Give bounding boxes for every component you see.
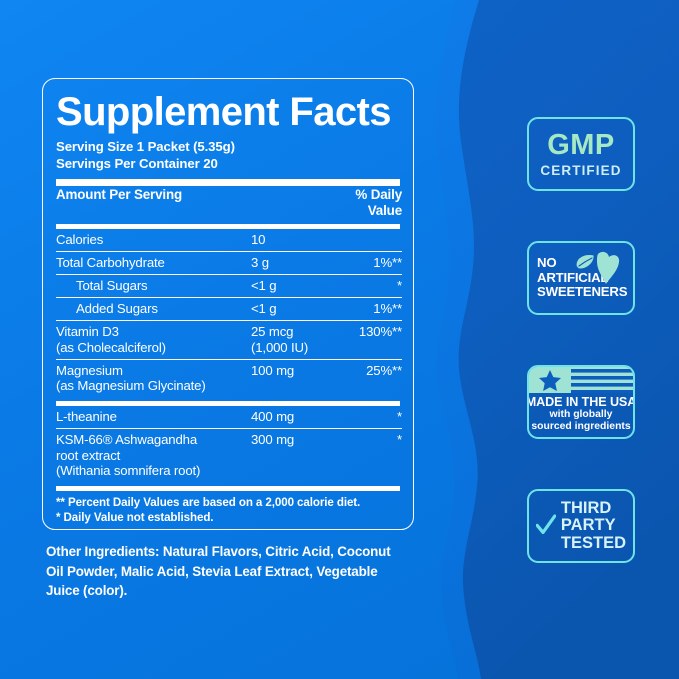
nutrient-dv: 1%**	[346, 297, 402, 321]
nutrient-name: Vitamin D3	[56, 324, 119, 339]
table-header-row: Amount Per Serving % Daily Value	[56, 186, 402, 220]
page-title: Supplement Facts	[56, 90, 392, 134]
footnote-daily-values: ** Percent Daily Values are based on a 2…	[56, 496, 361, 509]
rule-thick-top	[56, 179, 400, 186]
checkmark-icon	[536, 514, 556, 535]
tpt-line-2: PARTY	[560, 516, 616, 535]
nutrient-amount: 25 mcg	[251, 324, 294, 339]
servings-per-container: Servings Per Container 20	[56, 156, 218, 171]
nutrient-amount: <1 g	[251, 274, 346, 298]
nutrient-name-cont: root extract	[56, 447, 121, 463]
nutrient-source: (Withania somnifera root)	[56, 463, 201, 478]
gmp-label: GMP	[547, 128, 615, 161]
tpt-line-3: TESTED	[560, 533, 626, 552]
usa-flag-icon	[529, 367, 633, 393]
wave-main	[458, 0, 679, 679]
nutrient-amount: 3 g	[251, 251, 346, 275]
nutrient-name: Added Sugars	[56, 297, 251, 321]
table-row: L-theanine 400 mg *	[56, 406, 402, 429]
nutrient-dv: *	[346, 274, 402, 298]
nutrient-amount: 10	[251, 232, 266, 247]
table-row: Calories 10	[56, 229, 402, 252]
nutrient-dv: 1%**	[346, 251, 402, 275]
nutrient-amount-alt: (1,000 IU)	[251, 339, 309, 355]
nutrient-dv: *	[346, 428, 402, 482]
usa-sub-label-2: sourced ingredients	[531, 421, 631, 432]
table-row: Total Sugars <1 g *	[56, 274, 402, 298]
usa-flag-svg	[529, 367, 633, 393]
nutrient-name: KSM-66® Ashwagandha	[56, 432, 198, 447]
nutrition-table-header: Amount Per Serving % Daily Value	[56, 186, 402, 220]
table-row: Added Sugars <1 g 1%**	[56, 297, 402, 321]
nutrient-amount: 400 mg	[251, 409, 295, 424]
nutrient-source: (as Cholecalciferol)	[56, 339, 166, 355]
badge-made-in-usa: MADE IN THE USA with globally sourced in…	[527, 365, 635, 439]
table-row: Magnesium (as Magnesium Glycinate) 100 m…	[56, 358, 402, 397]
badge-no-artificial-sweeteners: NO ARTIFICIAL SWEETENERS	[527, 241, 635, 315]
usa-sub-label-1: with globally	[549, 409, 613, 420]
badge-gmp-certified: GMP CERTIFIED	[527, 117, 635, 191]
nas-line-2: ARTIFICIAL	[537, 269, 609, 285]
rule-med-under-header	[56, 224, 400, 229]
nutrient-source: (as Magnesium Glycinate)	[56, 378, 206, 393]
usa-main-label: MADE IN THE USA	[527, 395, 635, 409]
nutrition-table-blend: L-theanine 400 mg * KSM-66® Ashwagandha …	[56, 406, 402, 482]
nutrient-name: Total Sugars	[56, 274, 251, 298]
nutrient-amount: 300 mg	[251, 428, 346, 482]
table-row: Vitamin D3 (as Cholecalciferol) 25 mcg (…	[56, 320, 402, 359]
serving-size: Serving Size 1 Packet (5.35g)	[56, 139, 235, 154]
nutrient-name: L-theanine	[56, 409, 117, 424]
header-percent-daily-value: % Daily Value	[355, 187, 402, 218]
header-amount-per-serving: Amount Per Serving	[56, 187, 183, 202]
table-row: KSM-66® Ashwagandha root extract (Withan…	[56, 428, 402, 482]
nutrient-dv: 130%**	[346, 320, 402, 359]
nutrient-amount: 100 mg	[251, 358, 346, 397]
rule-med-footnote-divider	[56, 486, 400, 491]
footnote-not-established: * Daily Value not established.	[56, 511, 214, 524]
leaf-icon	[575, 251, 620, 284]
table-row: Total Carbohydrate 3 g 1%**	[56, 251, 402, 275]
nas-line-3: SWEETENERS	[537, 284, 628, 300]
nutrient-name: Magnesium	[56, 362, 123, 378]
nutrient-dv	[346, 229, 402, 252]
nutrient-name: Total Carbohydrate	[56, 251, 251, 275]
nutrient-dv: *	[397, 409, 402, 424]
nas-line-1: NO	[537, 255, 557, 271]
supplement-facts-card: Supplement Facts Serving Size 1 Packet (…	[42, 78, 414, 530]
nutrient-amount: <1 g	[251, 297, 346, 321]
badge-third-party-tested: THIRD PARTY TESTED	[527, 489, 635, 563]
tpt-line-1: THIRD	[560, 498, 612, 517]
nutrition-table-main: Calories 10 Total Carbohydrate 3 g 1%** …	[56, 229, 402, 397]
nutrient-dv: 25%**	[346, 358, 402, 397]
gmp-certified-label: CERTIFIED	[540, 162, 622, 178]
nutrient-name: Calories	[56, 232, 104, 247]
other-ingredients-text: Other Ingredients: Natural Flavors, Citr…	[46, 544, 391, 598]
rule-med-blend-divider	[56, 401, 400, 406]
